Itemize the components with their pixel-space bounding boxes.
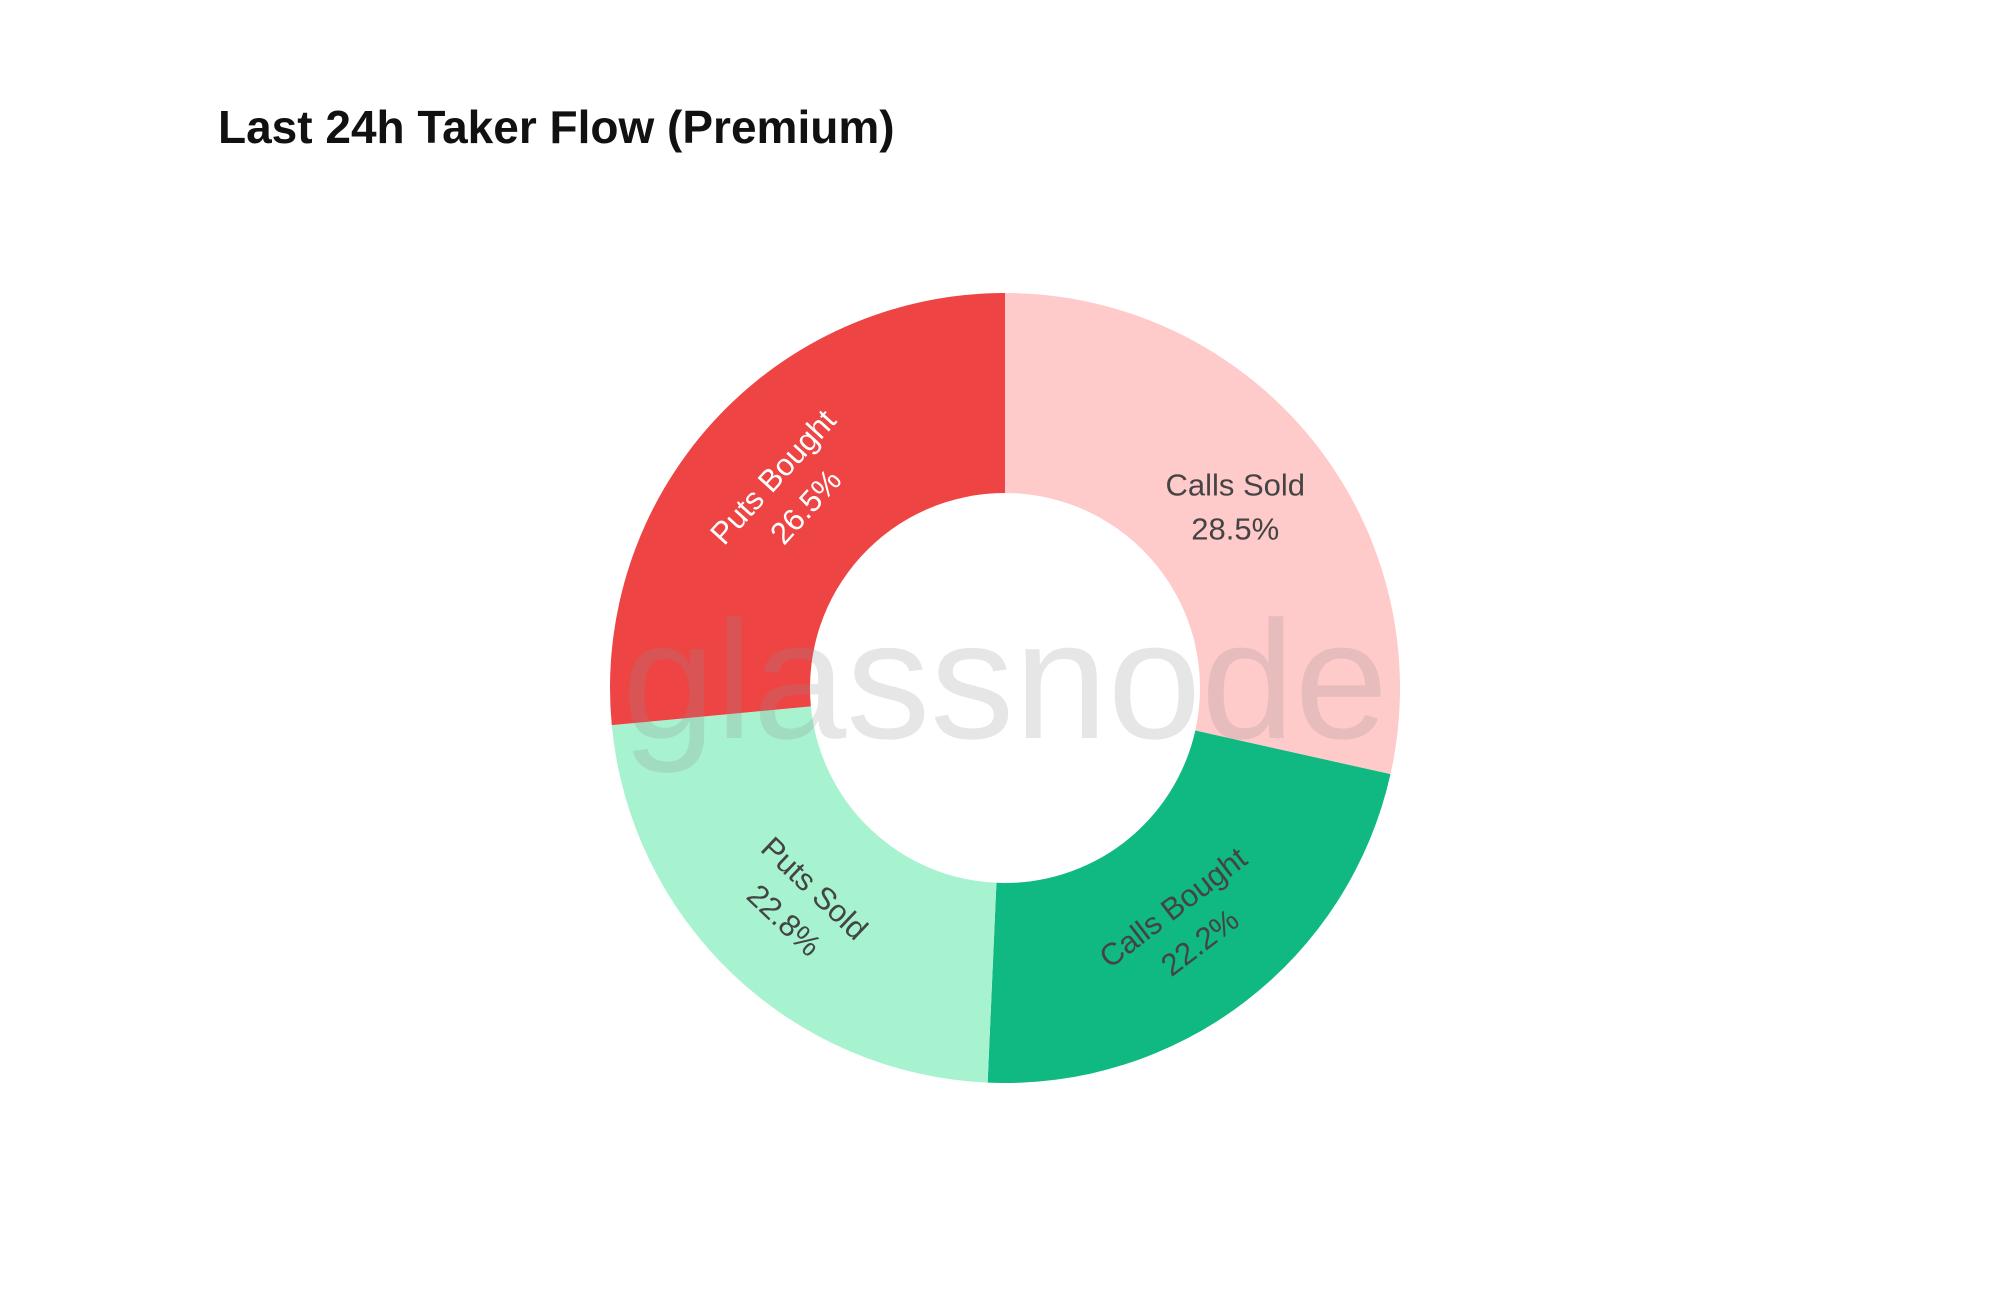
slice-label-name: Calls Sold	[1165, 468, 1305, 503]
slice-calls-bought[interactable]	[987, 730, 1391, 1084]
slice-puts-sold[interactable]	[611, 706, 997, 1083]
chart-title: Last 24h Taker Flow (Premium)	[218, 101, 895, 153]
slice-puts-bought[interactable]	[610, 293, 1005, 726]
slice-label-percent: 28.5%	[1191, 512, 1279, 547]
slice-label: Calls Sold 28.5%	[1165, 468, 1305, 547]
watermark-logo: glassnode	[622, 586, 1388, 774]
slice-calls-sold[interactable]	[1005, 293, 1400, 775]
